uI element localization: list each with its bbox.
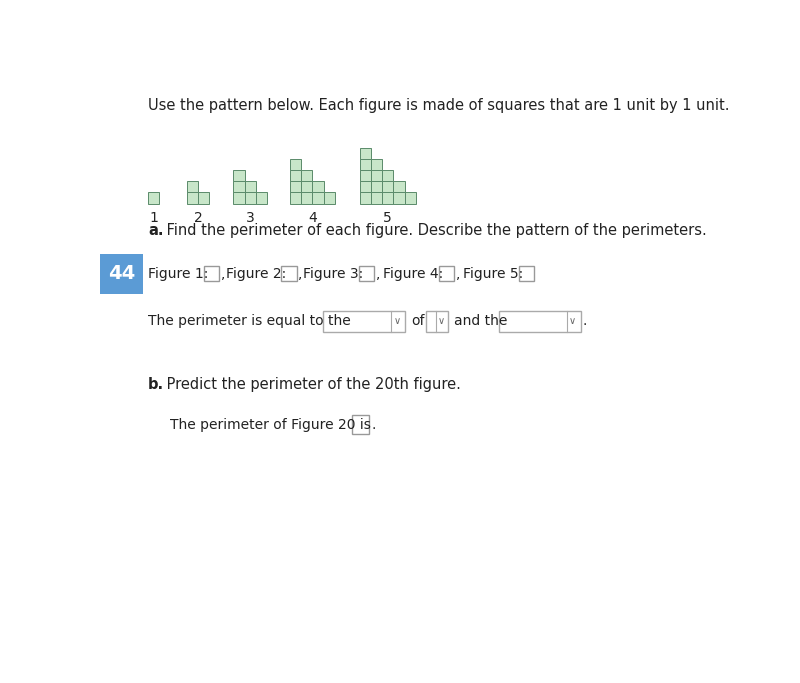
Bar [382,193,394,204]
Bar [371,170,382,181]
Text: 2: 2 [194,211,202,225]
Bar [290,181,301,193]
Bar [518,266,534,281]
Bar [360,181,371,193]
Text: Predict the perimeter of the 20th figure.: Predict the perimeter of the 20th figure… [162,377,461,392]
Bar [382,181,394,193]
Bar [290,193,301,204]
Bar [405,193,416,204]
Bar [394,181,405,193]
Bar [301,193,312,204]
Bar [312,181,323,193]
Bar [301,170,312,181]
Bar [187,193,198,204]
Bar [256,193,267,204]
Bar [438,266,454,281]
Bar [234,181,245,193]
Text: ,: , [221,266,226,281]
Bar [352,415,369,434]
Text: Figure 2:: Figure 2: [226,266,286,281]
Bar [312,193,323,204]
Text: Figure 5:: Figure 5: [462,266,523,281]
Bar [359,266,374,281]
Text: ,: , [376,266,380,281]
Bar [148,193,159,204]
Bar [371,159,382,170]
Text: The perimeter of Figure 20 is: The perimeter of Figure 20 is [170,417,370,432]
Text: 5: 5 [383,211,392,225]
Text: of: of [410,314,424,329]
Text: 44: 44 [108,264,135,283]
Bar [360,170,371,181]
Text: Figure 4:: Figure 4: [383,266,443,281]
Text: 1: 1 [150,211,158,225]
Text: .: . [371,417,376,432]
Text: ∨: ∨ [394,316,400,326]
Text: b.: b. [148,377,164,392]
Bar [360,159,371,170]
Bar [187,181,198,193]
Text: 3: 3 [246,211,254,225]
Bar [360,148,371,159]
Bar [290,159,301,170]
Text: ,: , [298,266,302,281]
Bar [371,193,382,204]
Bar [245,181,256,193]
Text: ,: , [456,266,460,281]
Bar [301,181,312,193]
Bar [234,170,245,181]
Bar [426,311,448,332]
Bar [382,170,394,181]
Text: 4: 4 [308,211,317,225]
Text: Use the pattern below. Each figure is made of squares that are 1 unit by 1 unit.: Use the pattern below. Each figure is ma… [148,98,730,113]
Text: and the: and the [454,314,507,329]
Bar [234,193,245,204]
Bar [371,181,382,193]
Text: .: . [583,314,587,329]
Bar [360,193,371,204]
Text: The perimeter is equal to the: The perimeter is equal to the [148,314,350,329]
Text: Find the perimeter of each figure. Describe the pattern of the perimeters.: Find the perimeter of each figure. Descr… [162,223,706,238]
Bar [499,311,581,332]
Text: Figure 1:: Figure 1: [148,266,209,281]
Bar [198,193,210,204]
Bar [394,193,405,204]
Text: a.: a. [148,223,163,238]
Bar [282,266,297,281]
Bar [204,266,219,281]
Bar [290,170,301,181]
Text: ∨: ∨ [569,316,576,326]
Text: ∨: ∨ [438,316,445,326]
Bar [323,311,405,332]
Bar [100,253,142,294]
Bar [245,193,256,204]
Bar [323,193,335,204]
Text: Figure 3:: Figure 3: [303,266,363,281]
